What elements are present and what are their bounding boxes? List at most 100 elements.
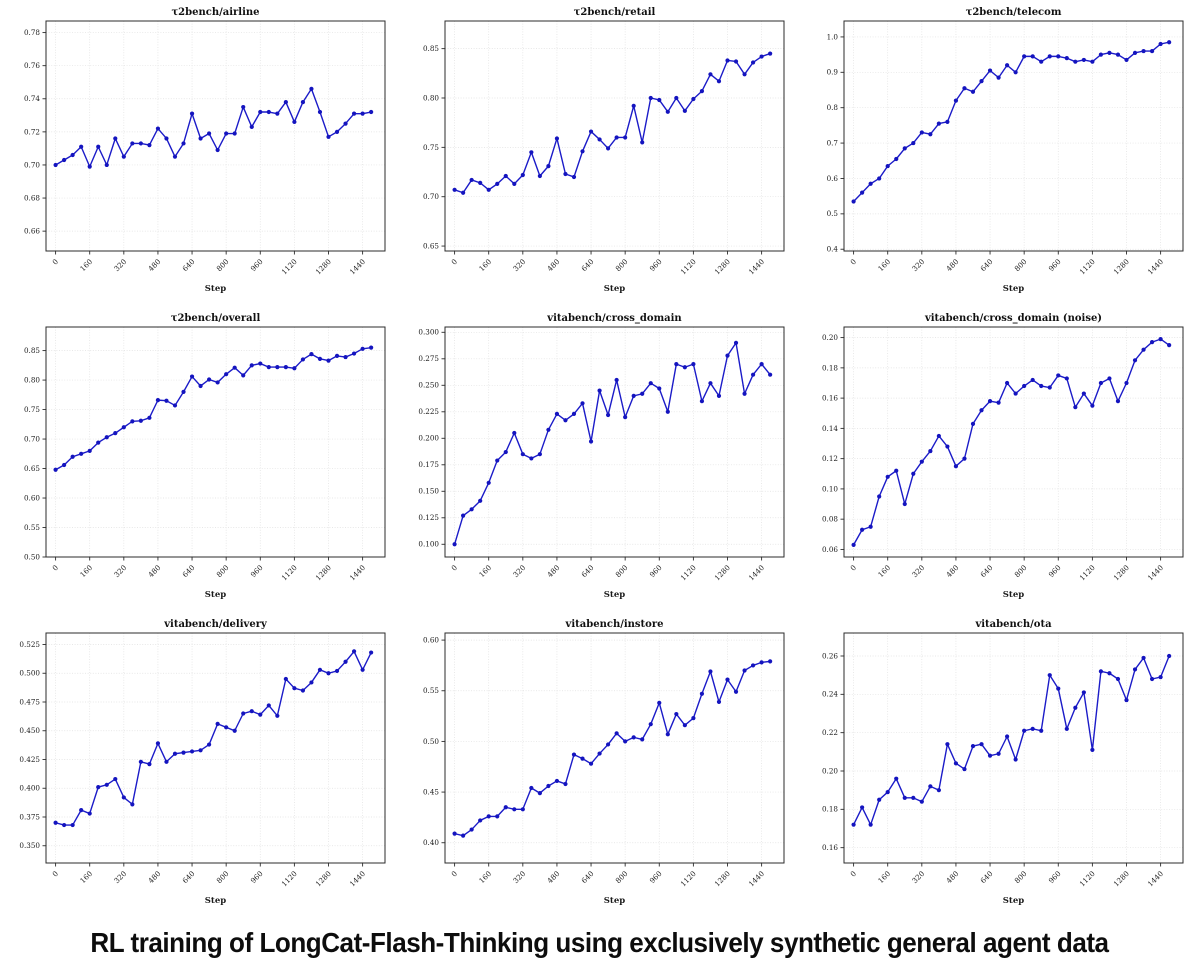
- svg-text:0.425: 0.425: [19, 755, 40, 764]
- svg-text:0: 0: [449, 869, 459, 879]
- svg-text:0.85: 0.85: [24, 346, 40, 355]
- svg-text:0.70: 0.70: [24, 160, 40, 169]
- svg-text:960: 960: [1047, 869, 1063, 885]
- svg-text:1120: 1120: [678, 257, 698, 277]
- svg-text:0.06: 0.06: [822, 545, 838, 554]
- svg-text:160: 160: [876, 869, 892, 885]
- svg-text:0.75: 0.75: [423, 143, 439, 152]
- svg-text:0.26: 0.26: [822, 651, 838, 660]
- svg-text:160: 160: [876, 257, 892, 273]
- svg-text:960: 960: [1047, 257, 1063, 273]
- svg-text:320: 320: [112, 257, 128, 273]
- svg-text:480: 480: [944, 869, 960, 885]
- svg-text:0.55: 0.55: [423, 686, 439, 695]
- chart-vitabench-cross-domain-noise: 0.06 0.08 0.10 0.12 0.14 0.16 0.18 0.20 0 160 320 4…: [798, 311, 1197, 617]
- svg-text:0.55: 0.55: [24, 523, 40, 532]
- svg-text:800: 800: [614, 563, 630, 579]
- svg-text:0.80: 0.80: [24, 375, 40, 384]
- svg-text:1120: 1120: [678, 563, 698, 583]
- chart-title: vitabench/cross_domain (noise): [924, 313, 1103, 324]
- svg-text:0.22: 0.22: [822, 728, 838, 737]
- svg-text:1440: 1440: [348, 869, 368, 889]
- svg-text:Step: Step: [205, 590, 226, 600]
- svg-text:0.18: 0.18: [822, 805, 838, 814]
- svg-text:0.16: 0.16: [822, 843, 838, 852]
- svg-text:960: 960: [648, 563, 664, 579]
- svg-text:Step: Step: [604, 590, 625, 600]
- svg-text:640: 640: [579, 257, 595, 273]
- svg-text:960: 960: [249, 869, 265, 885]
- svg-text:1120: 1120: [1077, 257, 1097, 277]
- svg-text:0.5: 0.5: [827, 209, 839, 218]
- svg-text:0.6: 0.6: [827, 174, 839, 183]
- svg-text:320: 320: [910, 257, 926, 273]
- svg-text:480: 480: [146, 257, 162, 273]
- svg-text:1280: 1280: [314, 563, 334, 583]
- svg-text:480: 480: [545, 869, 561, 885]
- svg-text:640: 640: [180, 869, 196, 885]
- svg-text:1120: 1120: [1077, 869, 1097, 889]
- svg-text:1280: 1280: [713, 563, 733, 583]
- svg-text:0: 0: [50, 257, 60, 267]
- svg-text:320: 320: [511, 563, 527, 579]
- svg-text:1280: 1280: [1112, 257, 1132, 277]
- svg-text:0.275: 0.275: [418, 354, 439, 363]
- svg-text:960: 960: [249, 563, 265, 579]
- line-plot-retail: 0.65 0.70 0.75 0.80 0.85 0 160 320 480 640 800 960 1…: [423, 20, 785, 294]
- svg-text:0.70: 0.70: [423, 192, 439, 201]
- chart-title: vitabench/ota: [975, 619, 1052, 630]
- svg-text:1440: 1440: [1146, 257, 1166, 277]
- chart-tau2bench-overall: 0.50 0.55 0.60 0.65 0.70 0.75 0.80 0.85 0 160 320 4…: [0, 311, 399, 617]
- svg-text:0.65: 0.65: [423, 241, 439, 250]
- svg-text:800: 800: [614, 257, 630, 273]
- svg-text:480: 480: [545, 257, 561, 273]
- svg-text:160: 160: [78, 257, 94, 273]
- svg-text:480: 480: [545, 563, 561, 579]
- svg-text:0.475: 0.475: [19, 697, 40, 706]
- svg-text:Step: Step: [1003, 590, 1024, 600]
- svg-text:320: 320: [112, 563, 128, 579]
- svg-text:0.50: 0.50: [423, 737, 439, 746]
- svg-text:480: 480: [944, 563, 960, 579]
- svg-text:640: 640: [180, 563, 196, 579]
- svg-text:1280: 1280: [713, 869, 733, 889]
- svg-text:0: 0: [50, 563, 60, 573]
- svg-text:0.45: 0.45: [423, 787, 439, 796]
- svg-text:1280: 1280: [314, 869, 334, 889]
- svg-text:0.76: 0.76: [24, 61, 40, 70]
- svg-text:160: 160: [78, 869, 94, 885]
- chart-title: τ2bench/airline: [171, 7, 260, 18]
- chart-vitabench-cross-domain: 0.100 0.125 0.150 0.175 0.200 0.225 0.250 0.275…: [399, 311, 798, 617]
- svg-text:480: 480: [944, 257, 960, 273]
- svg-text:Step: Step: [205, 284, 226, 294]
- svg-text:0.78: 0.78: [24, 28, 40, 37]
- svg-text:0.40: 0.40: [423, 838, 439, 847]
- svg-text:0.75: 0.75: [24, 405, 40, 414]
- svg-text:0.80: 0.80: [423, 93, 439, 102]
- svg-text:480: 480: [146, 869, 162, 885]
- svg-text:0.375: 0.375: [19, 812, 40, 821]
- svg-text:0.150: 0.150: [418, 487, 439, 496]
- svg-text:0.200: 0.200: [418, 434, 439, 443]
- svg-text:1120: 1120: [678, 869, 698, 889]
- svg-text:0: 0: [848, 257, 858, 267]
- svg-text:0.350: 0.350: [19, 841, 40, 850]
- chart-vitabench-delivery: 0.350 0.375 0.400 0.425 0.450 0.475 0.500 0.525…: [0, 617, 399, 923]
- figure-caption: RL training of LongCat-Flash-Thinking us…: [90, 927, 1109, 958]
- svg-text:Step: Step: [1003, 896, 1024, 906]
- svg-text:800: 800: [1013, 563, 1029, 579]
- line-plot-cross-domain: 0.100 0.125 0.150 0.175 0.200 0.225 0.250 0.275…: [418, 326, 785, 600]
- svg-text:1440: 1440: [747, 257, 767, 277]
- svg-text:0.60: 0.60: [24, 493, 40, 502]
- chart-title: τ2bench/telecom: [965, 7, 1062, 18]
- svg-text:0.9: 0.9: [827, 68, 839, 77]
- chart-tau2bench-airline: 0.66 0.68 0.70 0.72 0.74 0.76 0.78 0 160 320 480 64…: [0, 5, 399, 311]
- chart-vitabench-ota: 0.16 0.18 0.20 0.22 0.24 0.26 0 160 320 480 640 800…: [798, 617, 1197, 923]
- svg-text:0.500: 0.500: [19, 669, 40, 678]
- svg-text:160: 160: [477, 563, 493, 579]
- chart-title: vitabench/cross_domain: [547, 313, 682, 324]
- svg-text:1280: 1280: [1112, 869, 1132, 889]
- chart-title: τ2bench/overall: [170, 313, 261, 324]
- chart-grid: 0.66 0.68 0.70 0.72 0.74 0.76 0.78 0 160 320 480 64…: [0, 5, 1197, 923]
- chart-tau2bench-telecom: 0.4 0.5 0.6 0.7 0.8 0.9 1.0 0 160 320 480 640 800 960…: [798, 5, 1197, 311]
